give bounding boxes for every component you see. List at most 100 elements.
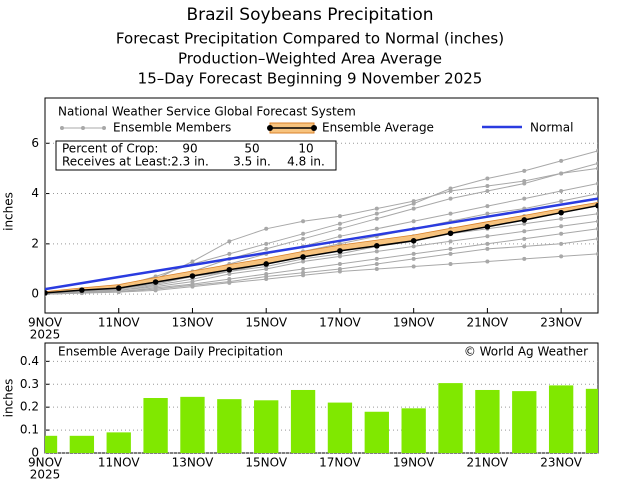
ensemble-member-point — [522, 196, 527, 201]
bar — [438, 383, 463, 453]
ensemble-member-point — [264, 246, 269, 251]
ensemble-member-point — [485, 234, 490, 239]
ensemble-member-point — [411, 206, 416, 211]
x-tick-label: 23NOV — [540, 456, 582, 470]
ensemble-member-point — [264, 277, 269, 282]
crop-table-percent: 50 — [244, 142, 259, 156]
plot-area — [45, 383, 598, 453]
ensemble-member-point — [411, 256, 416, 261]
chart-subtitle: 15–Day Forecast Beginning 9 November 202… — [138, 70, 483, 88]
ensemble-member-point — [337, 226, 342, 231]
ensemble-member-point — [337, 221, 342, 226]
x-tick-label: 13NOV — [172, 316, 214, 330]
ensemble-member-point — [227, 280, 232, 285]
ensemble-member-point — [596, 219, 598, 224]
crop-table-percent: 10 — [298, 142, 313, 156]
ensemble-member-point — [227, 251, 232, 256]
bar — [327, 402, 353, 453]
bar — [364, 411, 389, 453]
ensemble-member-point — [522, 229, 527, 234]
ensemble-member-point — [301, 231, 306, 236]
ensemble-member-line — [45, 253, 598, 295]
ensemble-member-point — [301, 266, 306, 271]
ensemble-average-point — [337, 248, 343, 254]
crop-table-amount: 3.5 in. — [233, 155, 271, 169]
crop-table-percent: 90 — [182, 142, 197, 156]
crop-table-box — [55, 140, 337, 171]
ensemble-member-point — [448, 189, 453, 194]
ensemble-member-point — [374, 206, 379, 211]
x-tick-label: 21NOV — [467, 456, 509, 470]
ensemble-member-point — [559, 171, 564, 176]
legend-label: Ensemble Average — [322, 121, 434, 135]
chart-subtitle: Forecast Precipitation Compared to Norma… — [116, 30, 504, 48]
y-axis-label: inches — [2, 379, 16, 418]
ensemble-member-point — [411, 244, 416, 249]
ensemble-member-point — [301, 273, 306, 278]
bar — [217, 399, 242, 453]
ensemble-member-point — [559, 231, 564, 236]
ensemble-member-point — [596, 251, 598, 256]
y-tick-label: 4 — [31, 186, 39, 200]
ensemble-member-point — [596, 191, 598, 196]
x-tick-label: 11NOV — [98, 456, 140, 470]
ensemble-member-point — [522, 244, 527, 249]
ensemble-member-point — [411, 199, 416, 204]
ensemble-average-point — [152, 279, 159, 285]
ensemble-member-point — [448, 196, 453, 201]
y-axis-label: inches — [2, 192, 16, 231]
ensemble-member-line — [45, 213, 598, 295]
ensemble-member-point — [485, 241, 490, 246]
plot-area — [45, 148, 598, 297]
bar — [585, 388, 598, 453]
ensemble-member-point — [448, 251, 453, 256]
ensemble-average-point — [226, 266, 233, 273]
ensemble-member-point — [227, 239, 232, 244]
ensemble-member-point — [522, 181, 527, 186]
legend-swatch — [267, 125, 273, 131]
ensemble-member-point — [559, 216, 564, 221]
ensemble-member-point — [264, 266, 269, 271]
legend-swatch — [102, 126, 106, 130]
legend-box — [52, 104, 592, 136]
ensemble-member-point — [485, 189, 490, 194]
ensemble-member-point — [337, 269, 342, 274]
legend-title: National Weather Service Global Forecast… — [58, 105, 356, 119]
ensemble-member-point — [448, 246, 453, 251]
crop-table-amount: 4.8 in. — [287, 155, 325, 169]
ensemble-average-point — [558, 209, 564, 216]
x-tick-label: 15NOV — [245, 316, 287, 330]
ensemble-average-point — [374, 243, 380, 249]
ensemble-member-point — [522, 168, 527, 173]
ensemble-member-point — [411, 251, 416, 256]
ensemble-member-point — [448, 211, 453, 216]
y-tick-label: 0 — [31, 287, 39, 301]
ensemble-member-point — [485, 184, 490, 189]
x-tick-label: 17NOV — [319, 316, 361, 330]
bar — [401, 408, 426, 453]
ensemble-member-line — [45, 193, 598, 295]
legend-swatch — [60, 126, 64, 130]
ensemble-member-point — [596, 166, 598, 171]
ensemble-member-point — [374, 216, 379, 221]
ensemble-member-point — [485, 259, 490, 264]
ensemble-average-point — [263, 261, 270, 267]
crop-table-amount: 2.3 in. — [171, 155, 209, 169]
ensemble-average-point — [410, 238, 417, 244]
ensemble-member-point — [374, 266, 379, 271]
bar — [475, 389, 500, 453]
ensemble-member-point — [596, 148, 598, 153]
ensemble-average-point — [484, 223, 491, 230]
ensemble-member-point — [411, 219, 416, 224]
y-tick-label: 0.3 — [20, 377, 39, 391]
panel-title-box — [52, 345, 592, 359]
ensemble-member-line — [45, 228, 598, 295]
ensemble-member-point — [374, 211, 379, 216]
bar — [106, 432, 131, 453]
ensemble-member-point — [374, 249, 379, 254]
ensemble-member-point — [485, 211, 490, 216]
ensemble-member-point — [190, 284, 195, 289]
ensemble-member-line — [45, 220, 598, 295]
ensemble-member-point — [596, 236, 598, 241]
ensemble-member-line — [45, 183, 598, 295]
